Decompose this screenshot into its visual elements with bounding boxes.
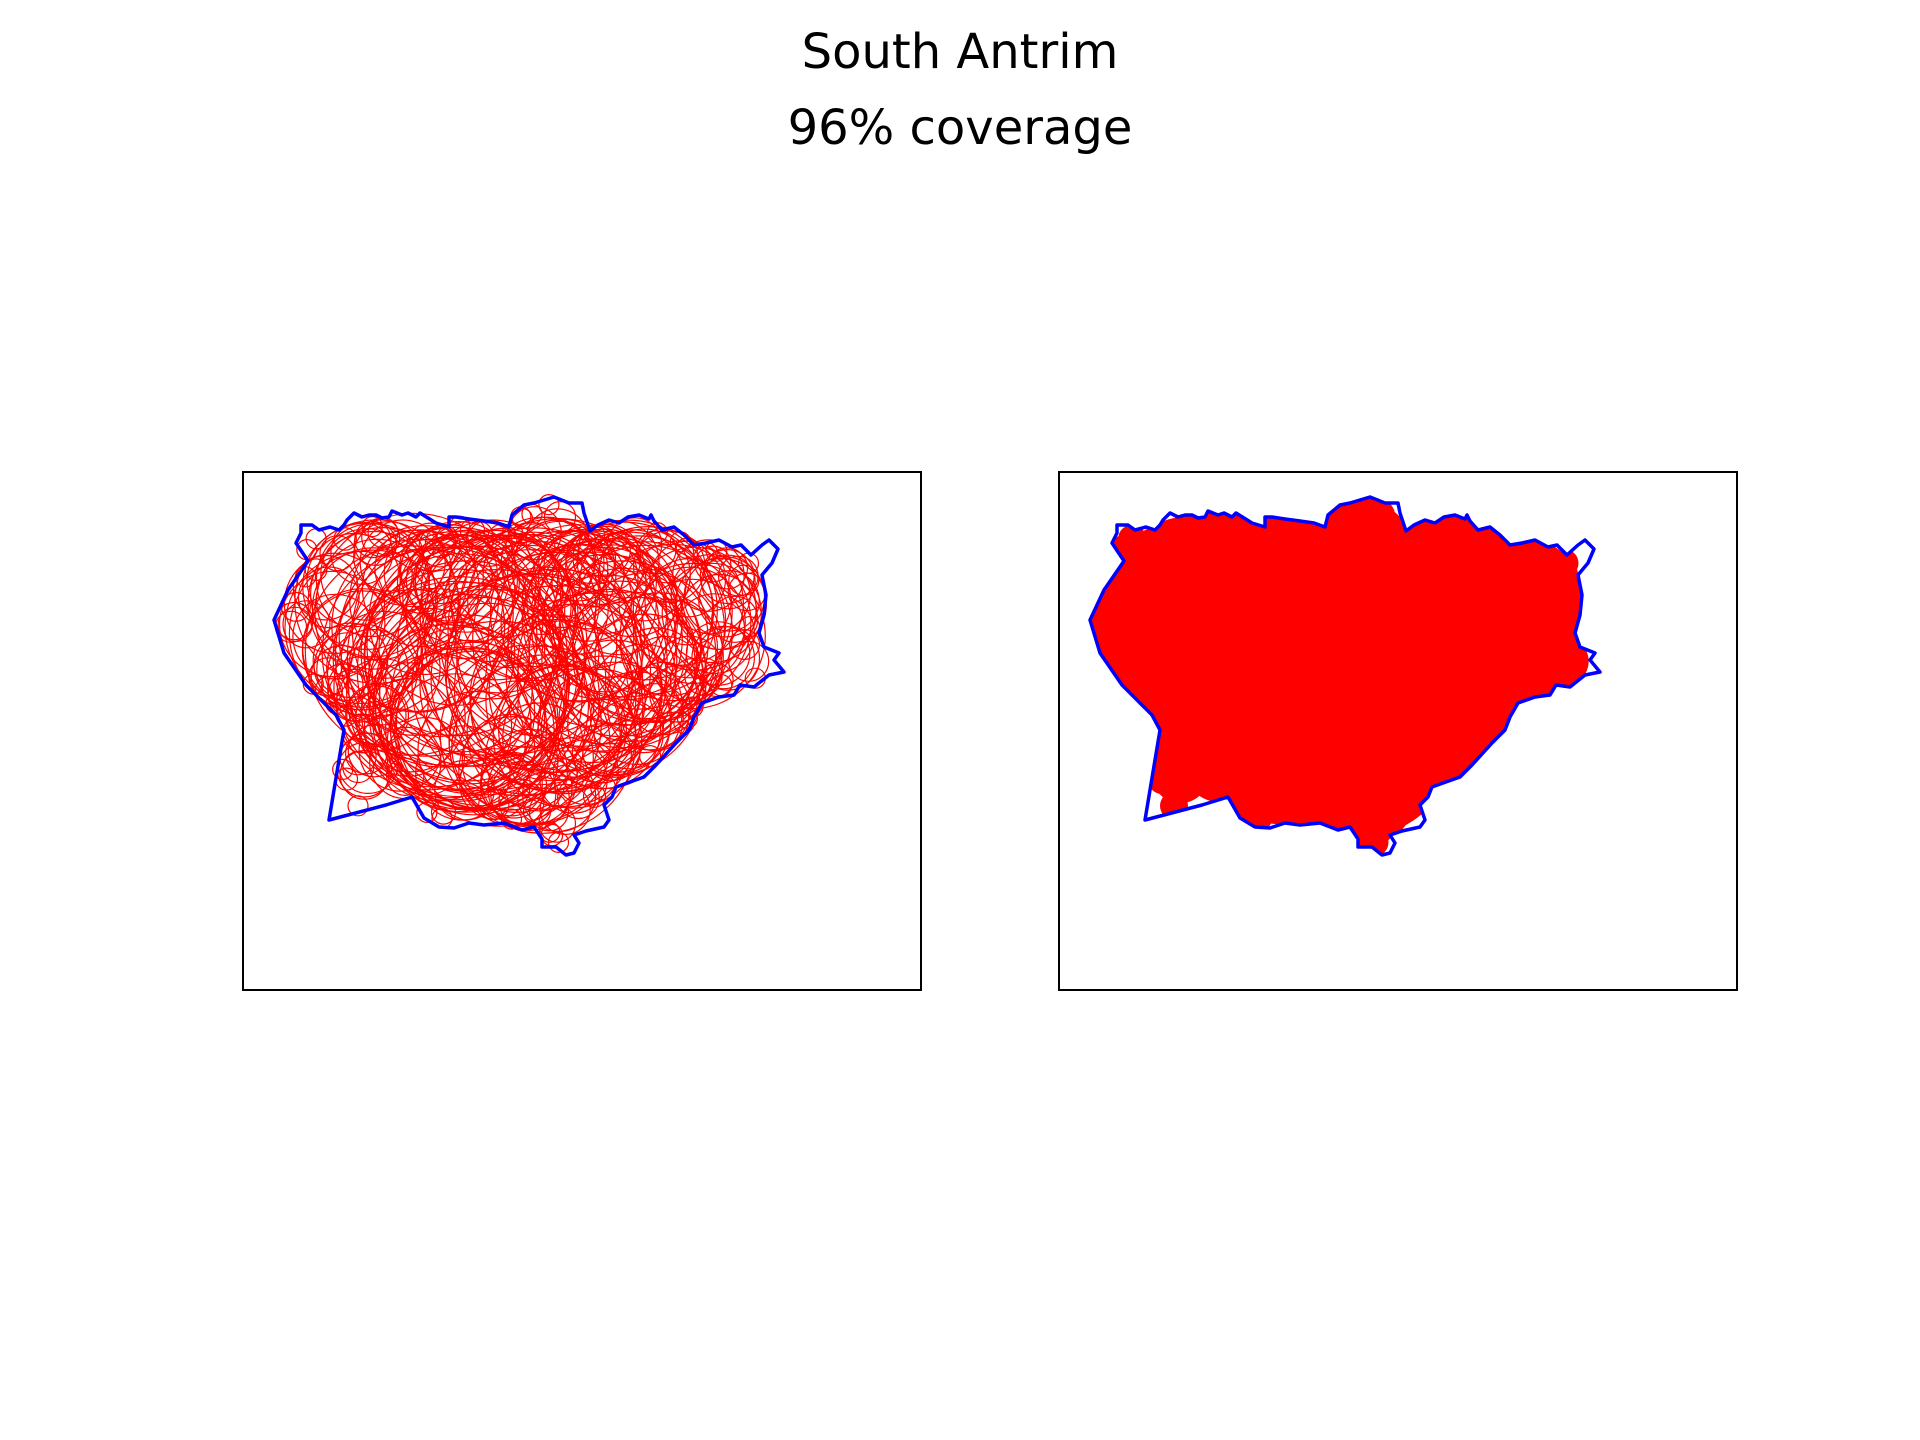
coverage-circle: [670, 553, 751, 635]
coverage-circle: [297, 566, 360, 629]
coverage-circle: [415, 725, 511, 821]
coverage-circle: [304, 558, 328, 582]
coverage-circle: [310, 530, 437, 658]
coverage-circle: [507, 551, 683, 727]
coverage-circle: [607, 517, 663, 573]
coverage-subtitle: 96% coverage: [787, 100, 1133, 156]
coverage-circle: [351, 526, 562, 737]
coverage-circle: [385, 646, 548, 809]
figure-title: South Antrim: [801, 24, 1119, 80]
coverage-circle: [516, 588, 705, 777]
coverage-map: [1088, 495, 1602, 857]
coverage-circle: [395, 620, 602, 827]
coverage-disk: [1351, 818, 1380, 847]
constituency-boundary: [1088, 495, 1602, 857]
circle-packing-panel: [242, 471, 922, 991]
coverage-circle: [632, 546, 757, 671]
coverage-circle: [456, 549, 678, 771]
coverage-circle: [344, 732, 388, 775]
coverage-circle: [582, 784, 607, 808]
coverage-circle: [466, 654, 623, 810]
coverage-circle: [669, 657, 717, 705]
coverage-circle: [320, 528, 413, 621]
coverage-circle: [417, 690, 536, 809]
coverage-circle: [521, 538, 683, 701]
coverage-circle: [558, 544, 733, 720]
coverage-circle: [461, 713, 559, 811]
coverage-circle: [333, 587, 533, 788]
coverage-circle: [367, 581, 571, 785]
coverage-circle: [342, 751, 375, 784]
coverage-circle: [502, 668, 643, 809]
coverage-circle: [621, 683, 690, 752]
coverage-circle: [694, 545, 732, 583]
coverage-circle: [572, 571, 724, 724]
coverage-circle: [626, 661, 701, 736]
coverage-circle: [292, 593, 379, 680]
coverage-circle: [327, 656, 394, 723]
coverage-circle: [412, 534, 505, 627]
coverage-circle: [705, 547, 749, 590]
coverage-circle: [538, 494, 560, 516]
coverage-circle: [419, 534, 579, 694]
coverage-circle: [313, 632, 383, 702]
coverage-circle: [361, 529, 480, 648]
coverage-circle: [576, 520, 660, 604]
coverage-circle: [385, 569, 607, 791]
coverage-circle: [656, 635, 723, 702]
coverage-area: [1090, 497, 1589, 855]
coverage-circle: [282, 600, 331, 649]
coverage-disk: [1272, 514, 1305, 547]
coverage-circle: [543, 501, 577, 534]
coverage-circle: [443, 537, 574, 669]
coverage-circle: [423, 527, 646, 749]
coverage-circle: [537, 521, 714, 698]
coverage-circle: [583, 613, 708, 738]
coverage-disk: [1104, 590, 1198, 683]
coverage-circle: [644, 558, 732, 646]
coverage-circle: [728, 640, 770, 682]
coverage-circle: [448, 527, 559, 638]
coverage-circles: [274, 494, 770, 853]
coverage-circle: [347, 795, 369, 817]
coverage-circle: [500, 808, 523, 830]
coverage-circle: [450, 533, 597, 680]
coverage-circle: [469, 618, 644, 793]
coverage-circle: [304, 545, 516, 756]
coverage-disk: [1349, 518, 1533, 701]
coverage-panel: [1058, 471, 1738, 991]
coverage-circle: [539, 745, 608, 814]
constituency-boundary: [272, 495, 786, 857]
coverage-circle: [484, 702, 594, 812]
coverage-circle: [355, 662, 466, 773]
coverage-circle: [430, 572, 644, 786]
coverage-circle: [315, 538, 439, 661]
coverage-circle: [321, 663, 364, 706]
coverage-circle: [332, 546, 554, 768]
coverage-disk: [1356, 497, 1396, 537]
coverage-circle: [283, 552, 386, 655]
coverage-circle: [288, 549, 457, 717]
circle-packing-map: [272, 494, 786, 857]
coverage-circle: [421, 529, 572, 681]
coverage-circle: [537, 655, 672, 790]
coverage-circle: [500, 543, 660, 703]
coverage-circle: [480, 751, 548, 819]
coverage-circle: [314, 675, 344, 704]
coverage-disk: [1518, 543, 1568, 593]
coverage-circle: [649, 540, 727, 618]
